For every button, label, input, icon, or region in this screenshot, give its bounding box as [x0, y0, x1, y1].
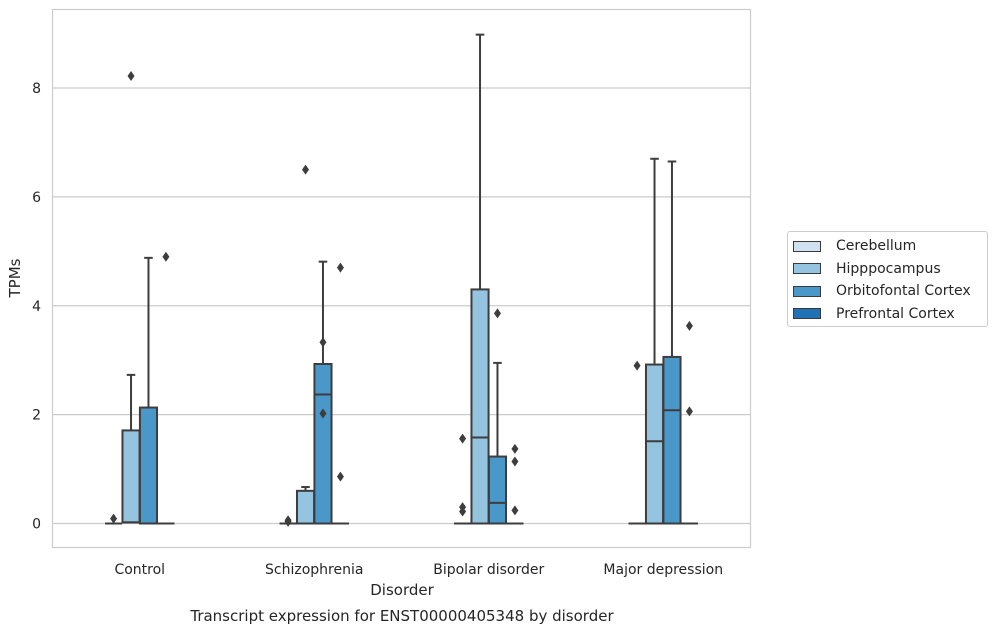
- box-cerebellum: [105, 513, 123, 525]
- outlier-point: [319, 337, 327, 348]
- box: [138, 406, 159, 525]
- box: [487, 455, 508, 525]
- outlier-point: [685, 406, 693, 417]
- legend-label: Orbitofontal Cortex: [836, 283, 971, 300]
- legend-item: Prefrontal Cortex: [793, 303, 987, 326]
- y-tick-label: 4: [32, 299, 41, 315]
- outlier-point: [493, 308, 501, 319]
- y-tick-label: 8: [32, 81, 41, 97]
- box: [644, 363, 665, 525]
- box-cerebellum: [279, 515, 297, 527]
- legend-item: Orbitofontal Cortex: [793, 280, 987, 303]
- outlier-point: [336, 262, 344, 273]
- box-orbitofontal-cortex: [487, 308, 508, 525]
- x-tick-label: Control: [114, 562, 165, 578]
- legend-swatch: [793, 263, 821, 275]
- box-cerebellum: [454, 433, 472, 525]
- x-tick-label: Major depression: [603, 562, 723, 578]
- box-group: [105, 33, 698, 527]
- chart-title: Transcript expression for ENST0000040534…: [190, 607, 614, 625]
- plot-frame: [51, 8, 752, 549]
- outlier-point: [459, 433, 467, 444]
- outlier-point: [162, 251, 170, 262]
- box: [121, 429, 141, 524]
- outlier-point: [511, 505, 519, 516]
- outlier-point: [511, 456, 519, 467]
- legend-item: Cerebellum: [793, 235, 987, 258]
- x-tick-labels: Control Schizophrenia Bipolar disorder Majo…: [114, 562, 723, 578]
- legend-swatch: [793, 308, 821, 320]
- box-prefrontal-cortex: [331, 262, 349, 525]
- outlier-point: [302, 164, 310, 175]
- box: [662, 355, 682, 525]
- box: [470, 288, 490, 525]
- legend-label: Prefrontal Cortex: [836, 305, 955, 322]
- outlier-point: [127, 71, 135, 82]
- x-tick-label: Bipolar disorder: [433, 562, 544, 578]
- box: [295, 489, 316, 525]
- box-hipppocampus: [470, 33, 490, 525]
- y-tick-label: 6: [32, 190, 41, 206]
- y-tick-labels: 0 2 4 6 8: [32, 81, 41, 533]
- legend: Cerebellum Hipppocampus Orbitofontal Corte…: [787, 231, 988, 327]
- outlier-point: [511, 443, 519, 454]
- box-prefrontal-cortex: [506, 443, 524, 525]
- outlier-point: [633, 360, 641, 371]
- box-prefrontal-cortex: [680, 320, 698, 525]
- box: [313, 362, 333, 525]
- y-tick-label: 0: [32, 517, 41, 533]
- box-hipppocampus: [295, 164, 316, 525]
- x-tick-label: Schizophrenia: [265, 562, 363, 578]
- box-cerebellum: [628, 360, 646, 525]
- outlier-point: [284, 515, 292, 526]
- legend-label: Hipppocampus: [836, 260, 941, 277]
- x-axis-label: Disorder: [370, 581, 434, 599]
- legend-swatch: [793, 240, 821, 252]
- box-hipppocampus: [644, 157, 665, 525]
- legend-swatch: [793, 285, 821, 297]
- outlier-point: [685, 320, 693, 331]
- outlier-point: [336, 471, 344, 482]
- y-tick-label: 2: [32, 408, 41, 424]
- outlier-point: [110, 513, 118, 524]
- legend-label: Cerebellum: [836, 238, 917, 255]
- box-hipppocampus: [121, 71, 141, 524]
- y-axis-label: TPMs: [6, 258, 24, 298]
- outlier-point: [459, 502, 467, 513]
- box-orbitofontal-cortex: [662, 160, 682, 525]
- outlier-point: [319, 408, 327, 419]
- box-prefrontal-cortex: [157, 251, 175, 525]
- legend-item: Hipppocampus: [793, 258, 987, 281]
- box-orbitofontal-cortex: [313, 260, 333, 525]
- box-orbitofontal-cortex: [138, 256, 159, 525]
